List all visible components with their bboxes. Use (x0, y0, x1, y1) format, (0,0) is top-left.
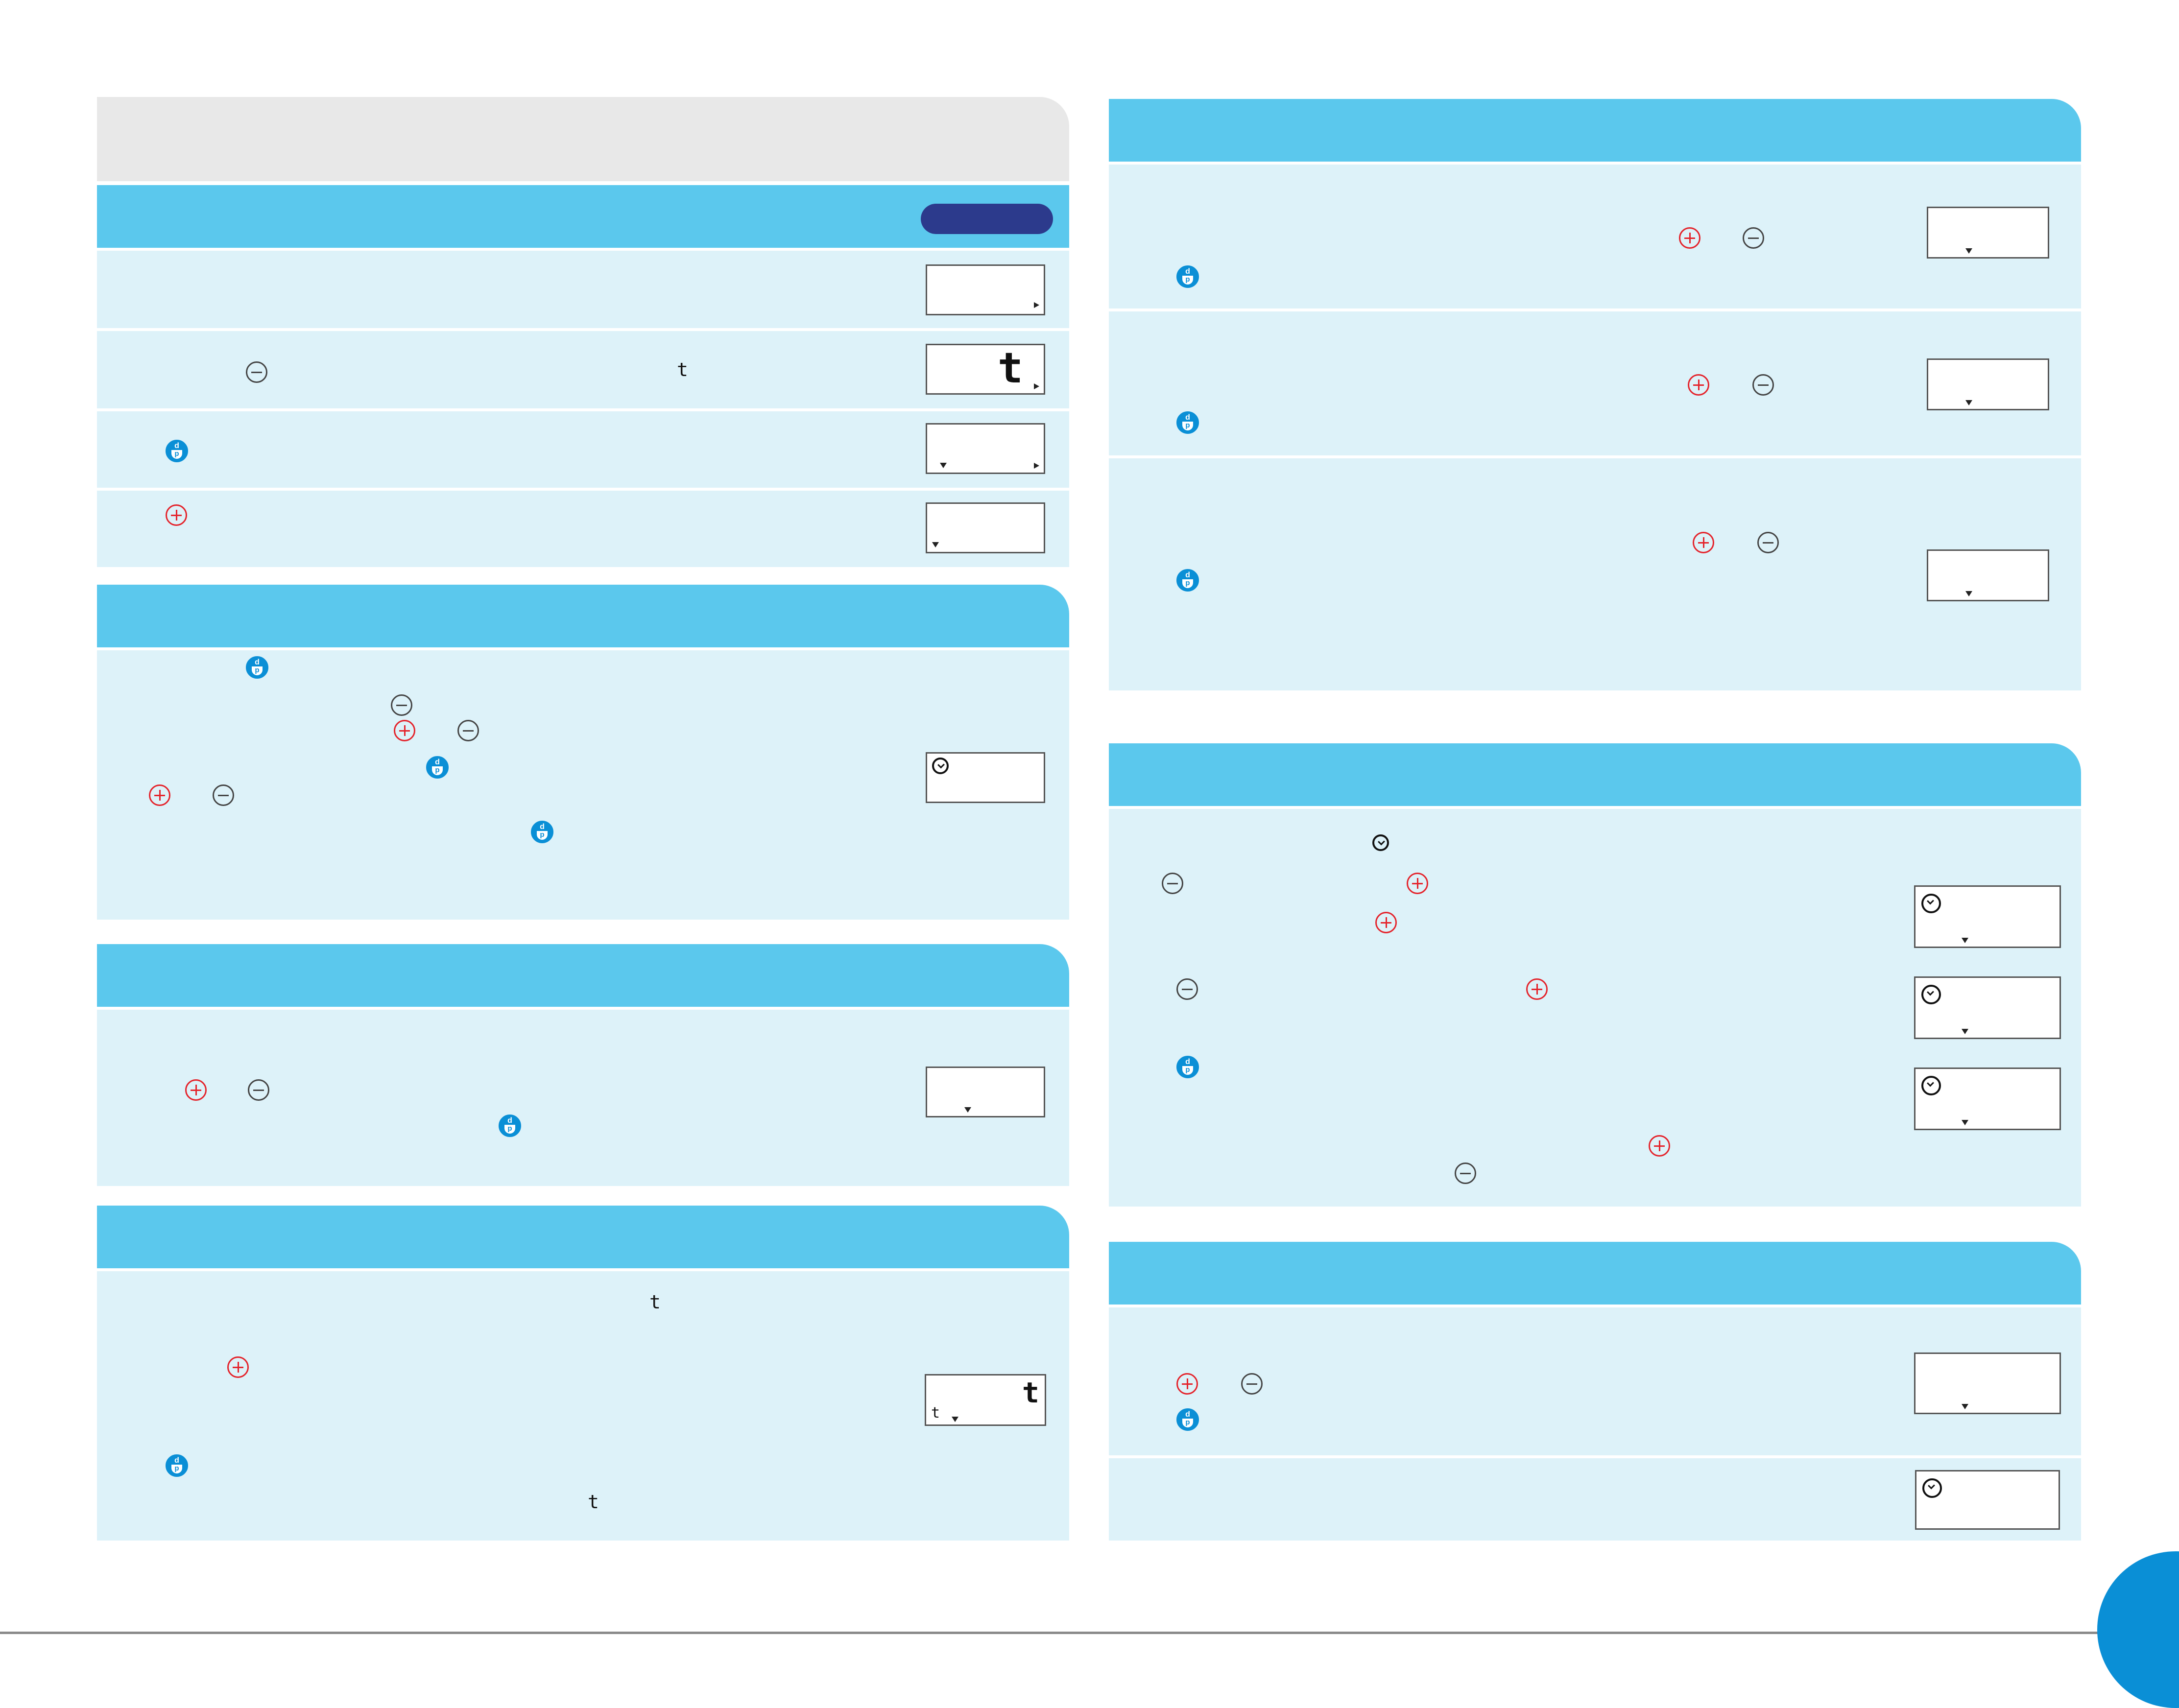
section-4-body (97, 1271, 1069, 1541)
section-1-row-3 (97, 411, 1069, 488)
section-4-header (97, 1206, 1069, 1268)
arrow-down-icon (932, 542, 939, 547)
arrow-down-icon (1962, 1404, 1968, 1409)
plus-icon[interactable] (1526, 978, 1548, 1000)
section-7-header (1109, 1242, 2081, 1305)
section-1-row-4 (97, 491, 1069, 567)
lcd-display-6 (926, 1067, 1045, 1117)
arrow-right-icon (1034, 383, 1039, 389)
dp-icon[interactable] (499, 1115, 521, 1137)
section-2-body (97, 650, 1069, 920)
plus-icon[interactable] (149, 784, 170, 806)
section-1-header (97, 185, 1069, 248)
arrow-down-icon (964, 1107, 971, 1113)
lcd-display-14 (1914, 1352, 2061, 1414)
dp-icon[interactable] (1176, 1408, 1199, 1431)
plus-icon[interactable] (394, 720, 415, 741)
clock-icon (1922, 1478, 1942, 1498)
minus-icon[interactable] (1455, 1162, 1476, 1184)
arrow-down-icon (1965, 591, 1972, 596)
section-5-row-1 (1109, 165, 2081, 308)
arrow-down-icon (1962, 1029, 1968, 1034)
minus-icon[interactable] (1757, 532, 1779, 553)
plus-icon[interactable] (1693, 532, 1714, 553)
minus-icon[interactable] (1176, 978, 1198, 1000)
t-glyph: t (677, 359, 688, 380)
section-5-row-2 (1109, 311, 2081, 455)
t-display-glyph: t (1022, 1376, 1039, 1409)
arrow-down-icon (940, 463, 947, 468)
footer-rule (0, 1632, 2179, 1634)
plus-icon[interactable] (227, 1356, 249, 1378)
lcd-display-13 (1914, 1068, 2061, 1130)
section-3-header (97, 944, 1069, 1007)
dp-icon[interactable] (166, 440, 188, 462)
lcd-display-8 (1927, 207, 2049, 259)
clock-icon (1921, 985, 1941, 1004)
arrow-down-icon (1965, 400, 1972, 405)
dp-icon[interactable] (531, 821, 553, 843)
minus-icon[interactable] (1752, 374, 1774, 396)
plus-icon[interactable] (1688, 374, 1709, 396)
plus-icon[interactable] (1649, 1135, 1670, 1157)
t-glyph: t (649, 1291, 661, 1313)
minus-icon[interactable] (248, 1079, 269, 1101)
dp-icon[interactable] (1176, 569, 1199, 592)
lcd-display-5 (926, 752, 1045, 803)
t-display-small-glyph: t (931, 1404, 940, 1422)
dp-icon[interactable] (426, 756, 449, 779)
lcd-display-11 (1914, 885, 2061, 948)
plus-icon[interactable] (1176, 1373, 1198, 1395)
plus-icon[interactable] (1407, 873, 1428, 894)
t-glyph: t (588, 1491, 599, 1513)
section-2-header (97, 585, 1069, 647)
minus-icon[interactable] (213, 784, 234, 806)
minus-icon[interactable] (391, 694, 412, 716)
left-header-area (97, 97, 1069, 181)
dp-icon[interactable] (1176, 265, 1199, 288)
dp-icon[interactable] (246, 656, 268, 679)
lcd-display-10 (1927, 549, 2049, 601)
arrow-right-icon (1034, 463, 1039, 469)
arrow-down-icon (952, 1417, 958, 1422)
arrow-down-icon (1965, 248, 1972, 254)
minus-icon[interactable] (1743, 227, 1764, 249)
t-display-glyph: t (998, 344, 1023, 393)
section-6-header (1109, 743, 2081, 806)
clock-icon (1921, 1076, 1941, 1095)
dp-icon[interactable] (1176, 411, 1199, 434)
plus-icon[interactable] (1679, 227, 1700, 249)
section-5-row-3 (1109, 458, 2081, 690)
clock-icon (1372, 834, 1389, 851)
minus-icon[interactable] (246, 361, 267, 383)
clock-icon (932, 758, 949, 774)
lcd-display-12 (1914, 976, 2061, 1039)
minus-icon[interactable] (1241, 1373, 1263, 1395)
page-corner-tab (2097, 1551, 2179, 1708)
mode-pill (921, 204, 1053, 234)
lcd-display-9 (1927, 358, 2049, 410)
clock-icon (1921, 894, 1941, 913)
dp-icon[interactable] (166, 1454, 188, 1477)
plus-icon[interactable] (185, 1079, 207, 1101)
lcd-display-15 (1915, 1470, 2060, 1530)
arrow-down-icon (1962, 1120, 1968, 1125)
lcd-display-3 (926, 423, 1045, 474)
section-1-row-1 (97, 251, 1069, 328)
section-3-body (97, 1010, 1069, 1186)
arrow-right-icon (1034, 302, 1039, 308)
lcd-display-1 (926, 264, 1045, 315)
dp-icon[interactable] (1176, 1056, 1199, 1078)
minus-icon[interactable] (1162, 873, 1183, 894)
lcd-display-7: t t (925, 1374, 1046, 1426)
plus-icon[interactable] (166, 504, 187, 526)
minus-icon[interactable] (457, 720, 479, 741)
lcd-display-4 (926, 502, 1045, 553)
section-1-row-2 (97, 331, 1069, 408)
arrow-down-icon (1962, 938, 1968, 943)
plus-icon[interactable] (1375, 912, 1397, 933)
lcd-display-2: t (926, 344, 1045, 395)
section-5-header (1109, 99, 2081, 162)
